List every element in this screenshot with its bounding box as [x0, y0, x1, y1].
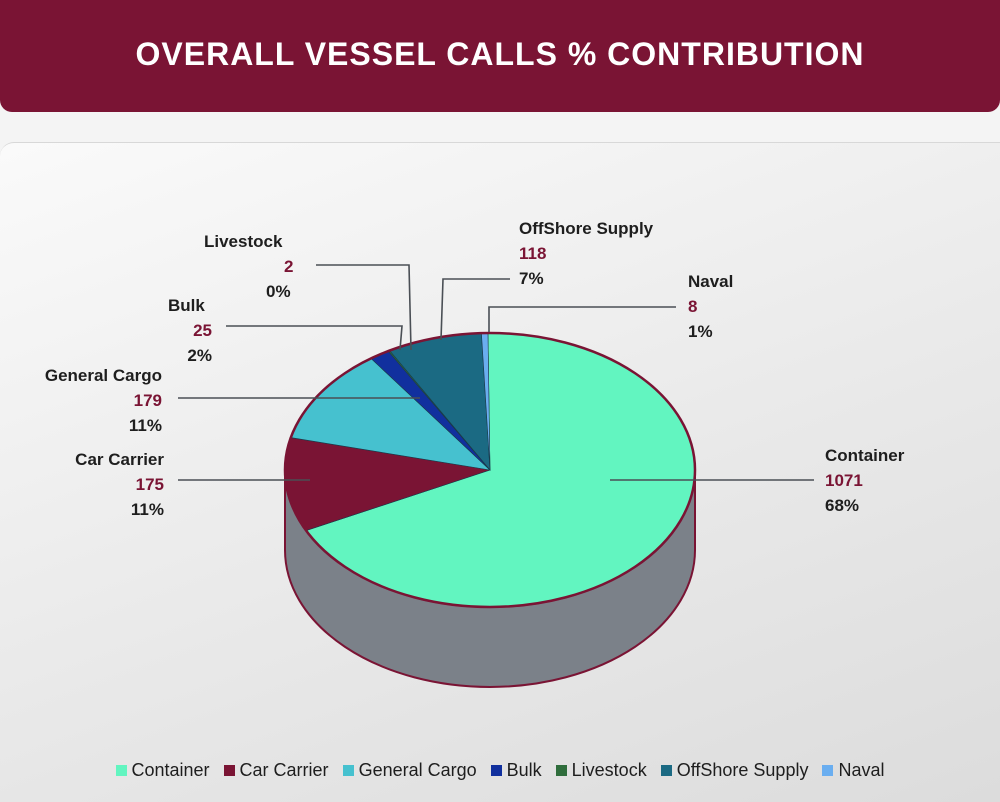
callout-container-value: 1071 — [825, 471, 863, 490]
legend-item-offshore-supply: OffShore Supply — [660, 759, 809, 781]
callout-livestock-percent: 0% — [266, 282, 291, 301]
legend-swatch-container — [115, 764, 127, 776]
title-banner: OVERALL VESSEL CALLS % CONTRIBUTION — [0, 0, 1000, 112]
legend-label-naval: Naval — [838, 759, 885, 780]
legend-swatch-bulk — [490, 764, 502, 776]
callout-bulk-value: 25 — [193, 321, 212, 340]
callout-bulk: Bulk 25 2% — [150, 293, 212, 368]
pie-top — [283, 331, 697, 609]
callout-general-cargo: General Cargo 179 11% — [18, 363, 162, 438]
legend-item-naval: Naval — [822, 760, 884, 781]
legend-swatch-car-carrier — [223, 764, 235, 776]
callout-livestock: Livestock 2 0% — [204, 229, 293, 304]
callout-livestock-name: Livestock — [204, 232, 283, 251]
callout-offshore-supply: OffShore Supply 118 7% — [519, 216, 653, 291]
leader-line-bulk — [226, 325, 403, 351]
callout-livestock-value: 2 — [284, 257, 294, 276]
leader-line-offshore-supply — [440, 278, 510, 341]
chart-title: OVERALL VESSEL CALLS % CONTRIBUTION — [135, 35, 865, 72]
legend-label-car-carrier: Car Carrier — [239, 759, 329, 780]
callout-container: Container 1071 68% — [825, 443, 904, 518]
legend-label-container: Container — [131, 759, 210, 780]
callout-car-carrier-percent: 11% — [130, 500, 164, 519]
legend-item-general-cargo: General Cargo — [342, 759, 477, 781]
callout-offshore-percent: 7% — [519, 269, 544, 288]
legend-swatch-offshore-supply — [660, 764, 672, 776]
legend-label-offshore-supply: OffShore Supply — [676, 759, 809, 780]
callout-general-cargo-name: General Cargo — [44, 366, 162, 385]
legend-item-car-carrier: Car Carrier — [223, 759, 329, 781]
callout-bulk-percent: 2% — [187, 346, 212, 365]
callout-offshore-name: OffShore Supply — [519, 219, 654, 238]
callout-naval: Naval 8 1% — [688, 269, 733, 344]
legend-label-bulk: Bulk — [506, 759, 542, 780]
chart-legend: Container Car Carrier General Cargo Bulk… — [0, 756, 1000, 784]
legend-swatch-livestock — [555, 764, 567, 776]
callout-naval-value: 8 — [688, 297, 698, 316]
legend-item-container: Container — [115, 759, 210, 781]
callout-general-cargo-percent: 11% — [128, 416, 162, 435]
callout-offshore-value: 118 — [519, 244, 547, 263]
legend-item-livestock: Livestock — [555, 759, 647, 781]
callout-car-carrier-name: Car Carrier — [75, 450, 164, 469]
legend-swatch-general-cargo — [342, 764, 354, 776]
leader-lines — [178, 264, 814, 481]
callout-container-name: Container — [825, 446, 905, 465]
callout-car-carrier-value: 175 — [135, 475, 164, 494]
callout-bulk-name: Bulk — [168, 296, 205, 315]
leader-line-livestock — [316, 264, 412, 351]
legend-label-livestock: Livestock — [571, 759, 647, 780]
legend-swatch-naval — [822, 764, 834, 776]
legend-label-general-cargo: General Cargo — [358, 759, 477, 780]
callout-car-carrier: Car Carrier 175 11% — [40, 447, 164, 522]
callout-general-cargo-value: 179 — [133, 391, 162, 410]
callout-naval-percent: 1% — [688, 322, 713, 341]
leader-line-naval — [488, 306, 676, 332]
callout-container-percent: 68% — [825, 496, 860, 515]
pie-top-outline — [283, 331, 697, 609]
callout-naval-name: Naval — [688, 272, 734, 291]
legend-item-bulk: Bulk — [490, 759, 542, 781]
